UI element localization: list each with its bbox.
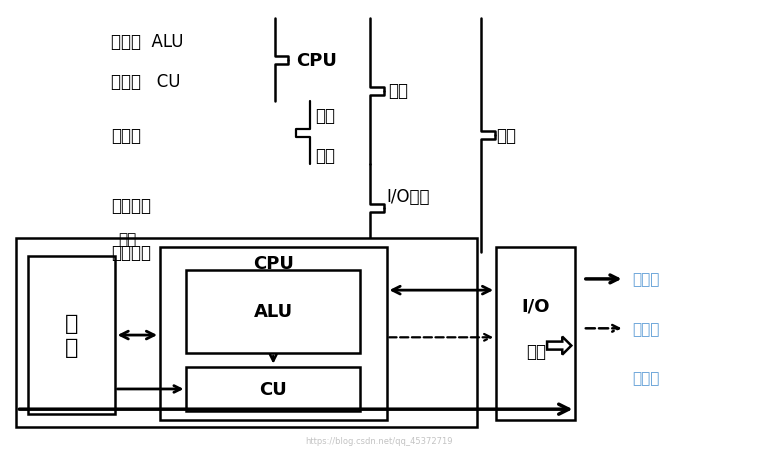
Text: 主机: 主机 bbox=[118, 231, 136, 246]
Text: 输入设备: 输入设备 bbox=[111, 196, 151, 214]
Bar bbox=[17, 239, 478, 427]
Text: 输出设备: 输出设备 bbox=[111, 244, 151, 262]
Text: 数据线: 数据线 bbox=[632, 370, 659, 386]
Bar bbox=[186, 367, 360, 411]
Text: 主机: 主机 bbox=[388, 82, 408, 100]
Text: 硬件: 硬件 bbox=[496, 127, 516, 145]
Text: 控制器   CU: 控制器 CU bbox=[111, 73, 180, 91]
Bar bbox=[160, 248, 387, 420]
Text: https://blog.csdn.net/qq_45372719: https://blog.csdn.net/qq_45372719 bbox=[305, 436, 453, 445]
Bar bbox=[186, 270, 360, 353]
Text: ALU: ALU bbox=[254, 303, 293, 321]
Bar bbox=[496, 248, 575, 420]
Text: 主存: 主存 bbox=[315, 107, 335, 124]
Text: 控制线: 控制线 bbox=[632, 272, 659, 287]
Text: 存储器: 存储器 bbox=[111, 127, 141, 145]
Text: I/O设备: I/O设备 bbox=[387, 187, 430, 205]
FancyArrow shape bbox=[547, 337, 572, 355]
Text: I/O: I/O bbox=[522, 297, 550, 315]
Text: CU: CU bbox=[259, 380, 287, 398]
Text: 设备: 设备 bbox=[526, 342, 546, 360]
Text: 反馈线: 反馈线 bbox=[632, 321, 659, 336]
Text: CPU: CPU bbox=[296, 51, 337, 69]
Text: CPU: CPU bbox=[253, 255, 293, 272]
Text: 辅存: 辅存 bbox=[315, 147, 335, 165]
Text: 主
存: 主 存 bbox=[64, 314, 78, 357]
Text: 运算器  ALU: 运算器 ALU bbox=[111, 33, 183, 51]
Bar bbox=[28, 257, 114, 414]
